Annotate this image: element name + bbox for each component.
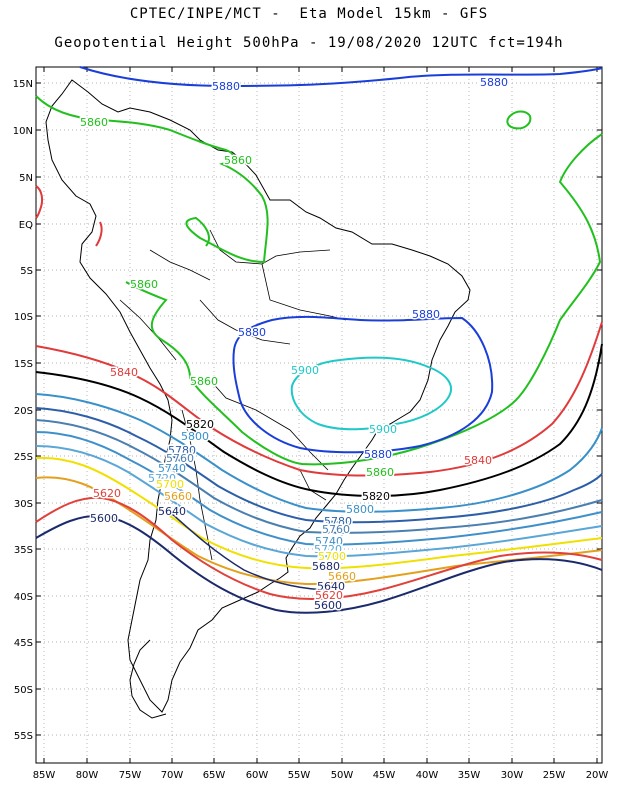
lon-label: 20W <box>586 770 609 781</box>
contour-label: 5820 <box>362 490 390 503</box>
lat-label: 5N <box>19 173 33 184</box>
contour-5880-north <box>79 66 603 88</box>
chart-title: CPTEC/INPE/MCT - Eta Model 15km - GFS <box>129 6 489 22</box>
lon-label: 85W <box>33 770 56 781</box>
lat-label: 15N <box>13 79 33 90</box>
lon-label: 60W <box>246 770 269 781</box>
contour-label: 5620 <box>315 589 343 602</box>
contour-5900 <box>290 356 453 431</box>
lon-label: 75W <box>119 770 142 781</box>
contour-label: 5660 <box>164 490 192 503</box>
lon-label: 80W <box>76 770 99 781</box>
contour-label: 5880 <box>238 326 266 339</box>
lat-label: EQ <box>19 220 33 231</box>
contour-label: 5760 <box>322 523 350 536</box>
map-frame <box>35 66 603 764</box>
contour-5860-main <box>125 133 603 466</box>
lat-label: 10N <box>13 126 33 137</box>
contour-5880-main <box>232 315 494 454</box>
contour-5640 <box>169 511 333 591</box>
contour-5820 <box>35 343 603 497</box>
lon-label: 40W <box>416 770 439 781</box>
contour-label: 5680 <box>312 560 340 573</box>
south-america-coast <box>45 79 471 713</box>
lon-label: 25W <box>543 770 566 781</box>
chart-subtitle: Geopotential Height 500hPa - 19/08/2020 … <box>54 35 564 51</box>
lat-label: 30S <box>14 499 33 510</box>
contour-5780 <box>35 407 603 524</box>
contour-label: 5740 <box>158 462 186 475</box>
chile-archipelago <box>129 639 167 719</box>
lat-label: 55S <box>14 731 33 742</box>
lon-label: 70W <box>161 770 184 781</box>
contour-5600 <box>35 514 603 614</box>
lon-label: 65W <box>203 770 226 781</box>
lon-label: 35W <box>458 770 481 781</box>
contour-5860-ring <box>506 110 532 130</box>
contour-label: 5840 <box>110 366 138 379</box>
contour-label: 5880 <box>212 80 240 93</box>
contour-label: 5640 <box>158 505 186 518</box>
contour-label: 5640 <box>317 580 345 593</box>
contour-label: 5800 <box>346 503 374 516</box>
lat-label: 35S <box>14 545 33 556</box>
contour-label: 5860 <box>80 116 108 129</box>
contour-label: 5880 <box>480 76 508 89</box>
contour-5840-patch <box>95 221 103 247</box>
country-borders <box>119 229 347 561</box>
contour-label: 5700 <box>156 478 184 491</box>
contour-label: 5820 <box>186 418 214 431</box>
contour-label: 5860 <box>190 375 218 388</box>
contour-5620 <box>35 496 603 600</box>
contour-5700 <box>35 456 603 570</box>
contour-labels: 5880 5880 5860 5860 5860 5880 5880 5840 5860 5900… <box>79 75 510 614</box>
contour-label: 5900 <box>369 423 397 436</box>
contour-label: 5880 <box>364 448 392 461</box>
contour-label: 5700 <box>318 550 346 563</box>
contour-label: 5860 <box>366 466 394 479</box>
contour-label: 5600 <box>314 599 342 612</box>
lat-label: 45S <box>14 638 33 649</box>
contour-label: 5660 <box>328 570 356 583</box>
contour-label: 5620 <box>93 487 121 500</box>
contours <box>35 66 603 614</box>
contour-label: 5860 <box>130 278 158 291</box>
contour-5840 <box>35 321 603 477</box>
longitude-labels: 85W 80W 75W 70W 65W 60W 55W 50W 45W 40W 35W 30W 25W 2… <box>33 770 609 781</box>
contour-label: 5880 <box>412 308 440 321</box>
contour-label: 5800 <box>181 430 209 443</box>
contour-label: 5720 <box>148 472 176 485</box>
contour-label: 5860 <box>224 154 252 167</box>
lon-label: 45W <box>373 770 396 781</box>
contour-label: 5740 <box>315 535 343 548</box>
contour-5860-north <box>35 95 269 264</box>
lat-label: 50S <box>14 685 33 696</box>
contour-5740 <box>35 431 603 546</box>
latitude-labels: 15N 10N 5N EQ 5S 10S 15S 20S 25S 30S 35S 40S 45S 50S 5… <box>13 79 33 742</box>
lat-label: 40S <box>14 592 33 603</box>
lat-label: 10S <box>14 312 33 323</box>
contour-label: 5780 <box>324 515 352 528</box>
lon-label: 55W <box>288 770 311 781</box>
contour-label: 5780 <box>168 444 196 457</box>
contour-label: 5900 <box>291 364 319 377</box>
contour-5720 <box>35 445 603 558</box>
coastline <box>45 79 471 719</box>
contour-label: 5720 <box>314 543 342 556</box>
lat-label: 20S <box>14 406 33 417</box>
lat-label: 15S <box>14 359 33 370</box>
contour-label: 5760 <box>166 452 194 465</box>
contour-5760 <box>35 419 603 534</box>
contour-5840-west <box>35 185 44 219</box>
contour-5800 <box>35 393 603 513</box>
contour-label: 5840 <box>464 454 492 467</box>
lat-label: 25S <box>14 452 33 463</box>
lat-label: 5S <box>20 266 33 277</box>
lon-label: 30W <box>501 770 524 781</box>
lon-label: 50W <box>331 770 354 781</box>
contour-label: 5600 <box>90 512 118 525</box>
